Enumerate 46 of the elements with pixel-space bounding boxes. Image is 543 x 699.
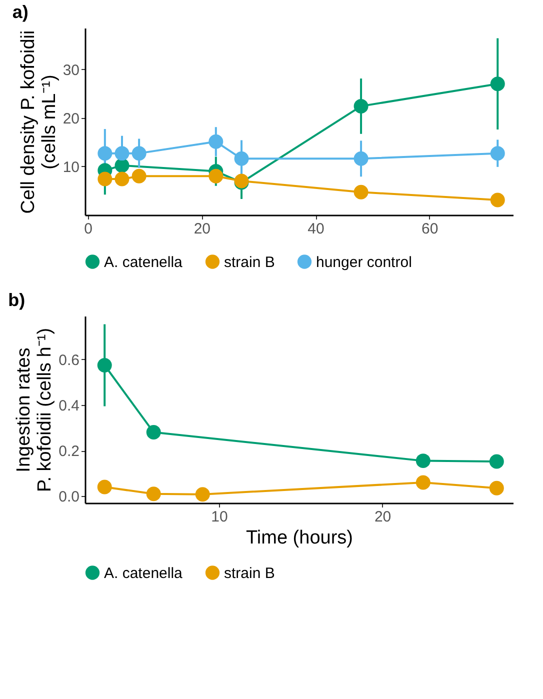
chart-title: a) bbox=[12, 2, 28, 22]
x-tick-label: 40 bbox=[308, 220, 324, 238]
y-tick-label: 0.0 bbox=[58, 488, 80, 506]
point bbox=[195, 487, 210, 502]
y-tick-label: 10 bbox=[62, 158, 80, 176]
y-tick-label: 0.4 bbox=[58, 397, 80, 414]
point bbox=[416, 454, 430, 468]
x-axis-title: Time (hours) bbox=[246, 528, 353, 548]
point bbox=[114, 172, 130, 186]
x-tick-label: 20 bbox=[194, 220, 211, 238]
point bbox=[416, 475, 430, 490]
point bbox=[132, 146, 146, 161]
point bbox=[489, 480, 504, 496]
point bbox=[98, 172, 112, 186]
y-tick-label: 0.2 bbox=[58, 443, 80, 460]
point bbox=[97, 358, 112, 372]
point bbox=[490, 146, 505, 161]
point bbox=[146, 486, 161, 502]
y-tick-label: 30 bbox=[62, 62, 80, 79]
legend-label: A. catenella bbox=[104, 564, 184, 582]
legend-label: strain B bbox=[224, 254, 275, 271]
chart-title: b) bbox=[8, 290, 26, 310]
point bbox=[354, 151, 368, 166]
point bbox=[490, 192, 505, 208]
y-axis-title: Ingestion rates P. kofoidii (cells h⁻¹) bbox=[14, 328, 56, 492]
legend-label: A. catenella bbox=[104, 254, 184, 271]
point bbox=[208, 168, 224, 184]
point bbox=[114, 158, 130, 173]
point bbox=[114, 146, 130, 161]
legend-label: hunger control bbox=[316, 254, 412, 271]
y-axis-title: Cell density P. kofoidii (cells mL⁻¹) bbox=[18, 30, 60, 214]
y-tick-label: 0.6 bbox=[58, 352, 80, 369]
y-tick-label: 20 bbox=[62, 110, 80, 128]
point bbox=[208, 134, 224, 149]
point bbox=[132, 168, 146, 184]
point bbox=[354, 98, 368, 114]
legend-label: strain B bbox=[224, 564, 275, 582]
x-tick-label: 60 bbox=[421, 220, 438, 238]
point bbox=[489, 454, 504, 469]
point bbox=[97, 480, 112, 494]
point bbox=[234, 151, 249, 166]
point bbox=[354, 184, 368, 200]
point bbox=[490, 76, 505, 92]
point bbox=[98, 146, 112, 161]
point bbox=[146, 425, 161, 440]
x-tick-label: 0 bbox=[84, 220, 93, 238]
